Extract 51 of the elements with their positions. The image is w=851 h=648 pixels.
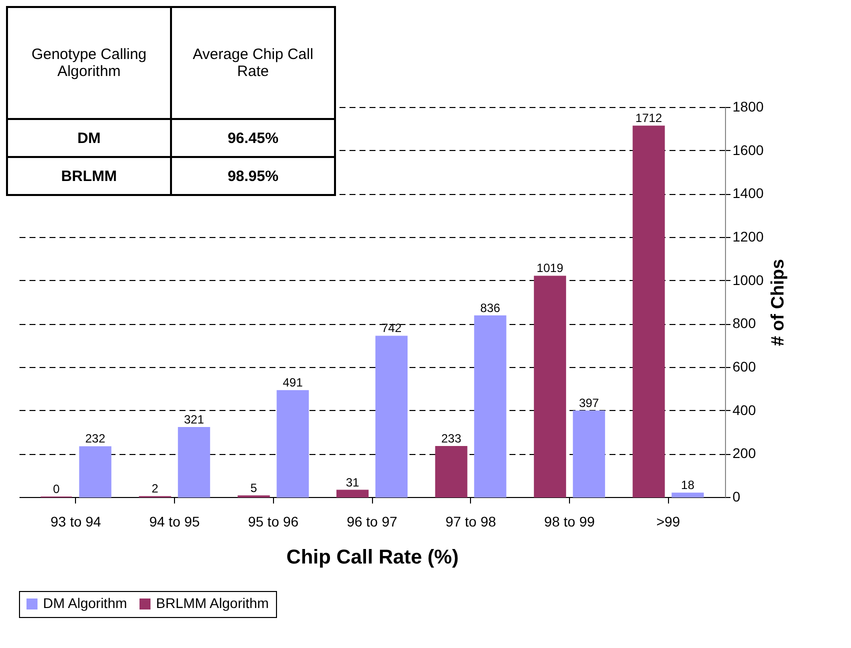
x-tick-label: 94 to 95 [149,514,200,530]
y-tick-label: 1000 [732,272,764,288]
data-label: 836 [480,300,501,315]
annotation: 98.95% [171,157,335,195]
annotation: 96.45% [171,119,335,157]
data-label: 491 [282,376,304,390]
data-label: 233 [441,432,462,446]
data-label: 1712 [635,111,662,126]
bar [572,410,606,498]
x-tick-label: 97 to 98 [445,514,496,530]
y-tick-label: 1200 [732,228,764,244]
data-label: 0 [52,482,60,496]
y-tick-label: 1600 [732,142,764,158]
x-tick-label: 98 to 99 [544,514,595,530]
bar [435,446,468,498]
data-label: 18 [681,478,695,492]
bar [534,276,566,498]
annotation: DM [7,119,171,157]
y-tick-label: 600 [732,358,756,374]
data-label: 2 [152,482,159,496]
bar [336,490,369,498]
y-tick-label: 1400 [732,185,764,202]
bar [632,126,665,498]
text: Average Chip Call Rate [192,46,314,80]
y-tick-label: 400 [732,402,756,418]
data-label: 321 [184,412,204,426]
bar [474,315,506,498]
data-label: 232 [85,432,106,446]
y-tick-label: 1800 [732,98,764,114]
legend-label: BRLMM Algorithm [156,595,269,611]
bar [375,336,408,498]
text: Genotype Calling Algorithm [31,46,147,80]
y-tick-label: 0 [732,488,740,504]
annotation: BRLMM [7,157,171,195]
bar [178,426,210,498]
x-tick-label: 93 to 94 [50,514,102,530]
x-tick-label: 96 to 97 [346,514,398,530]
y-tick-label: 200 [732,445,756,462]
bar [276,390,309,498]
y-tick-label: 800 [732,315,756,332]
data-label: 1019 [536,261,564,276]
bar [672,492,704,498]
data-label: 397 [578,396,600,410]
y-axis-title: # of Chips [768,258,788,346]
bar [79,446,112,498]
x-tick-label: >99 [656,514,680,530]
x-tick-label: 95 to 96 [248,514,299,530]
legend-label: DM Algorithm [43,595,128,611]
x-axis-title: Chip Call Rate (%) [286,546,459,568]
data-label: 5 [250,480,258,495]
data-label: 31 [346,475,360,490]
